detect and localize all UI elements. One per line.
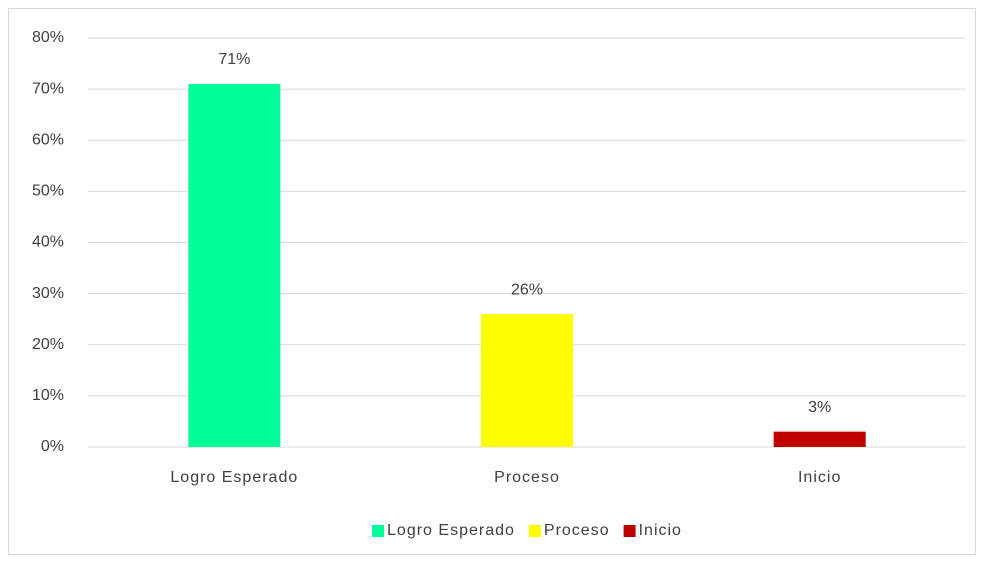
y-tick-label: 60%	[32, 131, 64, 148]
value-label: 26%	[511, 281, 543, 298]
y-tick-label: 80%	[32, 29, 64, 46]
x-tick-label: Logro Esperado	[170, 469, 298, 486]
y-tick-label: 20%	[32, 336, 64, 353]
legend-label: Inicio	[639, 522, 682, 539]
y-tick-label: 30%	[32, 285, 64, 302]
y-tick-label: 50%	[32, 183, 64, 200]
bar	[773, 431, 866, 447]
chart-border	[8, 8, 976, 555]
legend-label: Logro Esperado	[387, 522, 515, 539]
y-tick-label: 40%	[32, 234, 64, 251]
bar	[481, 314, 573, 447]
bar	[188, 84, 281, 447]
value-label: 3%	[808, 399, 831, 416]
legend-swatch	[623, 525, 636, 537]
y-tick-label: 10%	[32, 387, 64, 404]
legend-swatch	[372, 525, 385, 537]
legend-swatch	[528, 525, 541, 537]
y-tick-label: 0%	[41, 438, 64, 455]
y-tick-label: 70%	[32, 80, 64, 97]
legend-label: Proceso	[544, 522, 610, 539]
value-label: 71%	[218, 51, 250, 68]
x-tick-label: Proceso	[494, 469, 560, 486]
x-tick-label: Inicio	[798, 469, 841, 486]
